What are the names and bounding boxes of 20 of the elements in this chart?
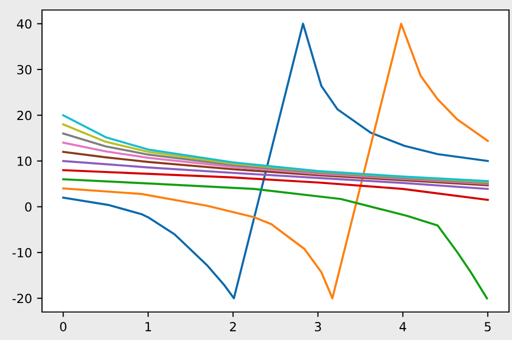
line-series [62,150,489,186]
x-tick-label: 3 [314,322,321,332]
y-tick-label: 0 [25,202,32,212]
x-tick-label: 1 [146,322,151,332]
x-tick-label: 0 [60,322,66,332]
y-tick-label: 20 [17,110,32,120]
y-tick-label: 10 [18,156,32,166]
line-series [62,22,489,300]
x-tick-label: 2 [230,322,236,332]
line-series [62,178,488,300]
line-series [62,169,489,201]
line-series [62,142,489,185]
y-tick-label: -10 [12,248,32,258]
y-tick-label: 30 [17,64,32,74]
x-tick-label: 4 [400,322,406,332]
y-tick-label: -20 [12,294,32,304]
line-series [62,132,489,184]
line-series [62,160,489,190]
x-tick-label: 5 [484,322,491,332]
y-tick-label: 40 [16,19,32,29]
